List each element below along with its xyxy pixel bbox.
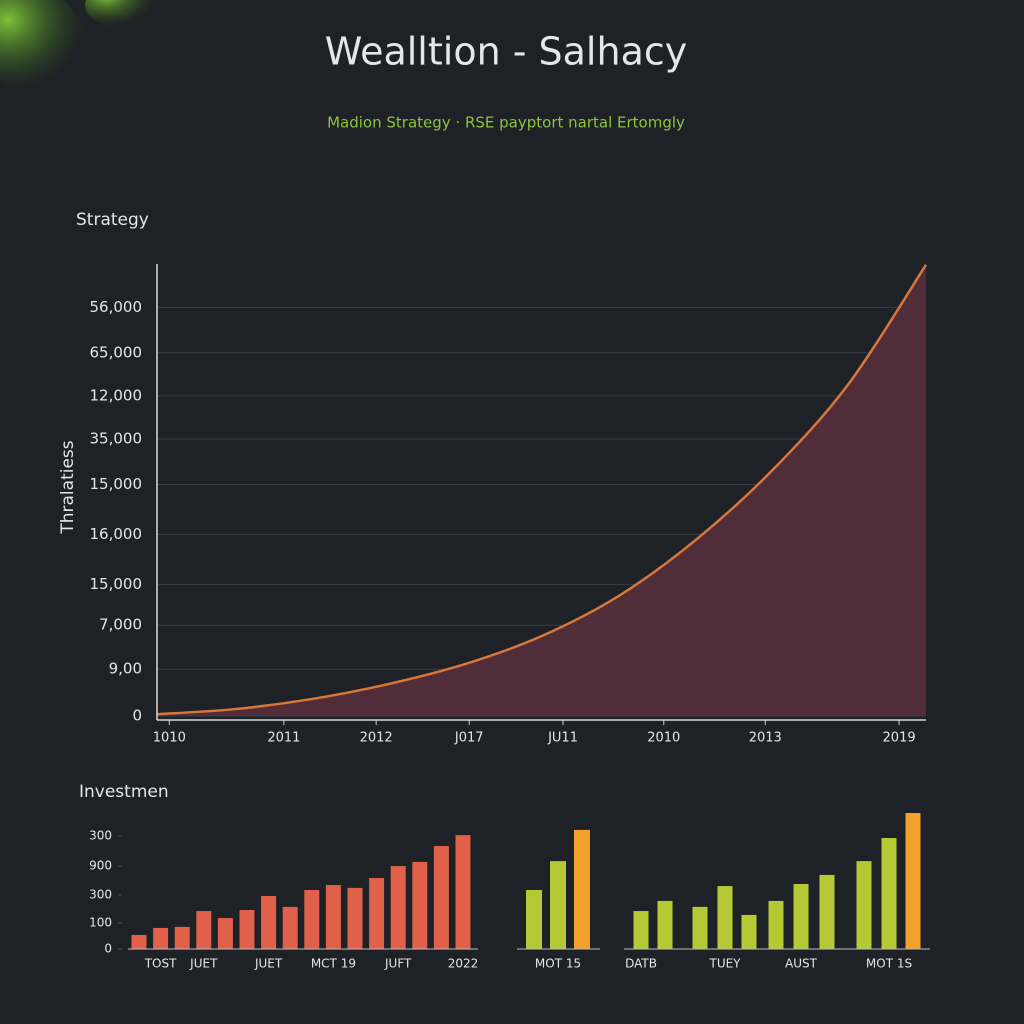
x-tick-label: MOT 15 bbox=[535, 957, 581, 971]
area-fill bbox=[157, 264, 926, 716]
bar bbox=[819, 874, 835, 949]
area-line bbox=[156, 264, 928, 716]
x-tick-label: TUEY bbox=[708, 957, 741, 971]
x-tick-label: JUFT bbox=[384, 957, 412, 971]
y-tick-label: 0 bbox=[104, 942, 112, 956]
bar bbox=[347, 887, 363, 949]
y-tick-label: 56,000 bbox=[90, 298, 143, 316]
y-axis-label: Thralatiess bbox=[58, 440, 78, 534]
bar bbox=[741, 914, 757, 949]
y-tick-label: 12,000 bbox=[90, 386, 143, 404]
panel-title: Investmen bbox=[79, 782, 169, 802]
y-tick-label: 35,000 bbox=[90, 430, 143, 448]
bar bbox=[153, 927, 169, 949]
x-tick-label: JUET bbox=[254, 957, 283, 971]
y-tick-label: 300 bbox=[89, 887, 112, 901]
x-tick-label: AUST bbox=[785, 957, 818, 971]
x-tick-label: 2011 bbox=[267, 731, 300, 746]
x-tick-label: 1010 bbox=[153, 731, 186, 746]
x-tick-label: JUET bbox=[189, 957, 218, 971]
bar bbox=[261, 895, 277, 949]
bar bbox=[574, 829, 590, 949]
bar bbox=[131, 934, 147, 949]
y-tick-label: 65,000 bbox=[90, 343, 143, 361]
bar bbox=[239, 910, 255, 949]
bar bbox=[174, 926, 190, 949]
x-tick-label: J017 bbox=[454, 731, 484, 746]
bar bbox=[526, 889, 542, 949]
y-tick-label: 900 bbox=[89, 859, 112, 873]
bar bbox=[217, 918, 233, 949]
bar bbox=[692, 906, 708, 949]
y-tick-label: 7,000 bbox=[99, 616, 142, 634]
y-tick-label: 0 bbox=[132, 707, 142, 725]
bar bbox=[633, 911, 649, 949]
bar bbox=[325, 885, 341, 949]
x-tick-label: 2022 bbox=[448, 957, 479, 971]
y-tick-label: 16,000 bbox=[90, 525, 143, 543]
bar bbox=[881, 837, 897, 949]
x-tick-label: TOST bbox=[144, 957, 177, 971]
chart-title: Strategy bbox=[76, 210, 149, 230]
x-tick-label: DATB bbox=[625, 957, 657, 971]
page-subtitle: Madion Strategy · RSE payptort nartal Er… bbox=[327, 114, 685, 132]
x-tick-label: 2013 bbox=[749, 731, 782, 746]
y-tick-label: 15,000 bbox=[90, 475, 143, 493]
bar bbox=[196, 911, 212, 949]
bar bbox=[304, 889, 320, 949]
bar bbox=[412, 861, 428, 949]
bar bbox=[768, 900, 784, 949]
x-tick-label: 2012 bbox=[360, 731, 393, 746]
bar bbox=[369, 878, 385, 949]
y-tick-label: 100 bbox=[89, 916, 112, 930]
bar bbox=[455, 835, 471, 949]
y-tick-label: 300 bbox=[89, 828, 112, 842]
bar bbox=[550, 861, 566, 949]
bar bbox=[793, 884, 809, 949]
x-tick-label: 2019 bbox=[883, 731, 916, 746]
bar bbox=[905, 813, 921, 949]
leaf-decoration bbox=[0, 0, 85, 90]
leaf-decoration bbox=[85, 0, 155, 27]
bar bbox=[717, 886, 733, 949]
x-tick-label: MOT 1S bbox=[866, 957, 912, 971]
bar bbox=[390, 866, 406, 949]
bar bbox=[657, 900, 673, 949]
bar bbox=[433, 846, 449, 949]
x-tick-label: MCT 19 bbox=[311, 957, 356, 971]
bar bbox=[856, 861, 872, 949]
y-tick-label: 15,000 bbox=[90, 575, 143, 593]
x-tick-label: 2010 bbox=[647, 731, 680, 746]
bar bbox=[282, 906, 298, 949]
x-tick-label: JU11 bbox=[547, 731, 578, 746]
y-tick-label: 9,00 bbox=[109, 660, 142, 678]
page-title: Wealltion - Salhacy bbox=[325, 30, 688, 74]
